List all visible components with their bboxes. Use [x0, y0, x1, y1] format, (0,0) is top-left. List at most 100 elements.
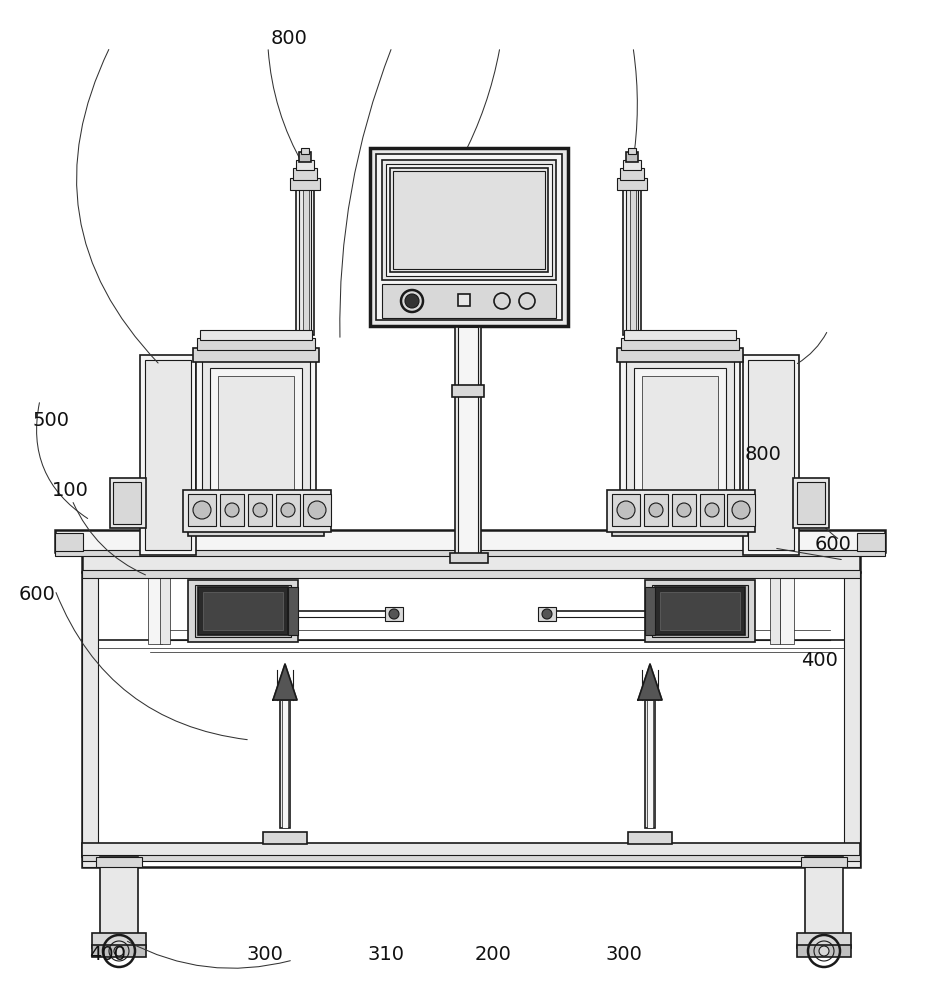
Polygon shape — [273, 664, 297, 700]
Circle shape — [253, 503, 267, 517]
Bar — [393, 171, 545, 269]
Bar — [202, 360, 310, 525]
Bar — [455, 395, 481, 555]
Bar — [455, 327, 481, 387]
Bar — [82, 554, 860, 572]
Text: 310: 310 — [368, 946, 405, 964]
Bar — [642, 376, 718, 508]
Bar — [188, 494, 216, 526]
Bar — [301, 148, 309, 154]
Circle shape — [649, 503, 663, 517]
Bar — [160, 578, 170, 644]
Bar — [96, 857, 142, 867]
Bar — [652, 585, 748, 637]
Bar — [299, 152, 311, 162]
Bar — [626, 185, 638, 335]
Bar — [197, 338, 315, 350]
Text: 500: 500 — [33, 410, 70, 430]
Bar — [645, 587, 655, 635]
Text: 300: 300 — [605, 946, 642, 964]
Bar — [672, 494, 696, 526]
Bar — [626, 360, 734, 525]
Bar — [370, 148, 568, 326]
Bar — [282, 700, 288, 828]
Bar — [458, 294, 470, 306]
Bar — [220, 494, 244, 526]
Circle shape — [542, 609, 552, 619]
Bar — [148, 578, 162, 644]
Text: 800: 800 — [745, 446, 782, 464]
Bar — [645, 700, 655, 828]
Bar — [857, 533, 885, 551]
Bar — [299, 185, 311, 335]
Circle shape — [193, 501, 211, 519]
Bar — [218, 376, 294, 508]
Bar — [748, 360, 794, 550]
Bar — [727, 494, 755, 526]
Circle shape — [617, 501, 635, 519]
Circle shape — [705, 503, 719, 517]
Bar — [92, 933, 146, 948]
Bar — [538, 607, 556, 621]
Bar — [290, 178, 320, 190]
Bar — [198, 587, 288, 635]
Circle shape — [281, 503, 295, 517]
Bar — [628, 148, 636, 154]
Bar — [390, 168, 548, 272]
Polygon shape — [638, 664, 662, 700]
Bar — [647, 700, 653, 828]
Bar — [55, 550, 885, 556]
Bar — [288, 587, 298, 635]
Bar — [458, 327, 478, 387]
Text: 400: 400 — [88, 946, 126, 964]
Bar — [644, 494, 668, 526]
Bar — [624, 330, 736, 340]
Bar — [210, 368, 302, 516]
Bar — [700, 494, 724, 526]
Bar — [620, 168, 644, 180]
Bar — [617, 178, 647, 190]
Bar — [385, 607, 403, 621]
Bar — [276, 494, 300, 526]
Bar — [645, 580, 755, 642]
Bar — [797, 933, 851, 948]
Bar — [628, 832, 672, 844]
Bar — [617, 348, 743, 362]
Bar — [630, 185, 636, 335]
Bar — [110, 478, 146, 528]
Circle shape — [114, 946, 124, 956]
Bar — [296, 160, 314, 170]
Text: 300: 300 — [247, 946, 284, 964]
Bar — [770, 578, 780, 644]
Bar — [607, 490, 755, 532]
Bar — [200, 330, 312, 340]
Text: 100: 100 — [51, 481, 88, 499]
Bar — [844, 572, 860, 867]
Bar — [382, 160, 556, 280]
Circle shape — [225, 503, 239, 517]
Text: 800: 800 — [270, 28, 307, 47]
Bar — [188, 580, 298, 642]
Bar — [793, 478, 829, 528]
Bar — [100, 857, 138, 937]
Bar — [620, 504, 740, 516]
Bar — [450, 553, 488, 563]
Text: 400: 400 — [801, 650, 838, 670]
Bar — [55, 533, 83, 551]
Bar — [183, 490, 331, 532]
Bar — [82, 855, 860, 861]
Circle shape — [308, 501, 326, 519]
Bar — [263, 832, 307, 844]
Bar — [805, 857, 843, 937]
Bar — [376, 154, 562, 320]
Bar — [386, 164, 552, 276]
Text: 200: 200 — [475, 946, 512, 964]
Bar — [140, 355, 196, 555]
Bar — [797, 945, 851, 957]
Bar — [188, 524, 324, 536]
Bar — [801, 857, 847, 867]
Bar — [92, 945, 146, 957]
Bar — [620, 355, 740, 530]
Bar — [82, 570, 860, 578]
Bar — [626, 152, 638, 162]
